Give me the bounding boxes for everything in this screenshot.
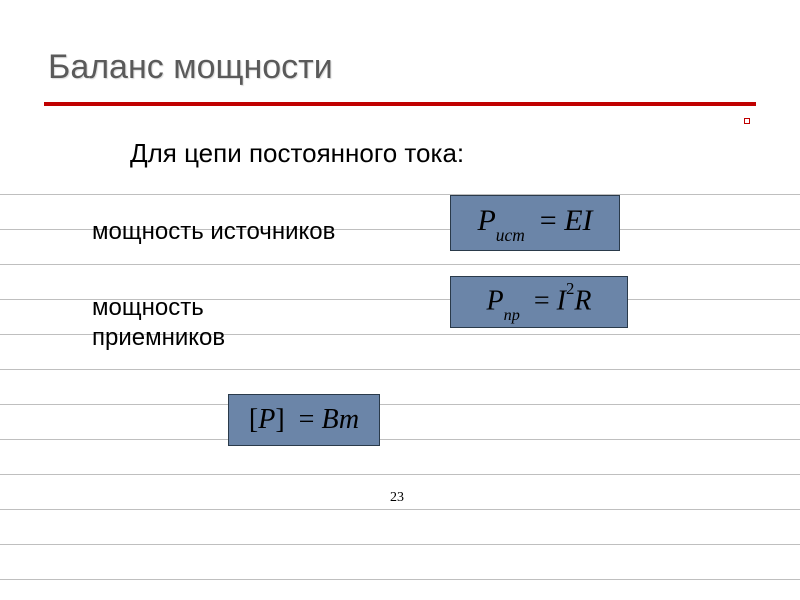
var-P: P (477, 204, 495, 237)
sub-ist: ист (496, 225, 525, 245)
slide-title: Баланс мощности (48, 48, 333, 87)
exp-2: 2 (566, 279, 574, 298)
label-sources: мощность источников (92, 218, 335, 246)
title-underline (44, 102, 756, 106)
rhs-EI: EI (564, 204, 592, 237)
page-number: 23 (390, 490, 404, 506)
subtitle-text: Для цепи постоянного тока: (130, 138, 464, 169)
formula-receiver-power: Pпр = I2R (450, 276, 628, 328)
var-P3: P (258, 404, 275, 435)
rhs-R: R (574, 285, 591, 316)
unit-value: Вт (321, 404, 359, 435)
rhs-I: I (557, 285, 566, 316)
formula-source-power: Pист = EI (450, 195, 620, 251)
formula-unit: [P] = Вт (228, 394, 380, 446)
var-P2: P (487, 285, 504, 316)
label-receivers: мощность приемников (92, 293, 225, 353)
sub-pr: пр (504, 306, 520, 324)
bullet-marker (744, 118, 750, 124)
